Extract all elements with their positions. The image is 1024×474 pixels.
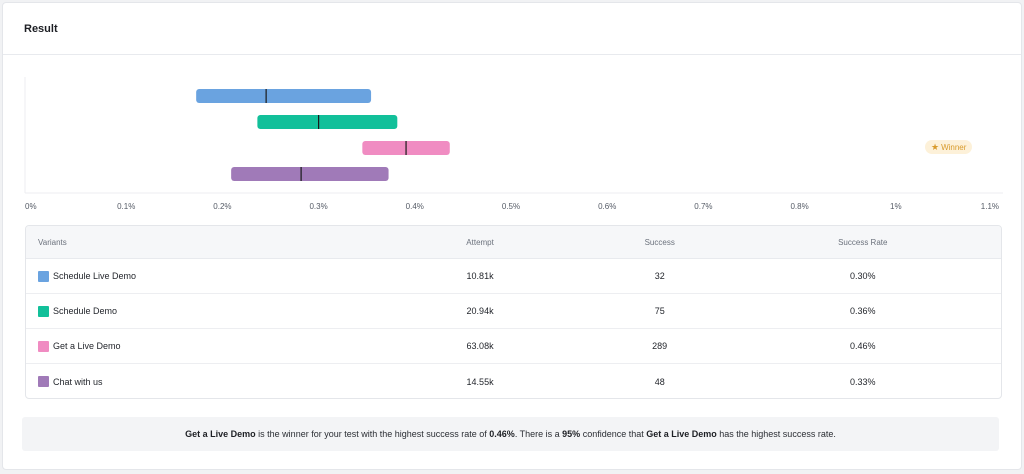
confidence-interval-chart: 0% 0.1% 0.2% 0.3% 0.4% 0.5% 0.6% 0.7% 0.8% 1% 1.1%… — [3, 55, 1023, 215]
header-attempt: Attempt — [466, 237, 494, 247]
summary-text-3: confidence that — [580, 429, 647, 439]
variant-cell: Chat with us — [26, 376, 365, 387]
variant-name: Schedule Demo — [53, 306, 118, 316]
success-rate-cell: 0.33% — [850, 376, 876, 387]
success-rate-cell: 0.36% — [850, 306, 876, 316]
card-title: Result — [24, 22, 58, 35]
variant-name: Get a Live Demo — [53, 341, 121, 351]
interval-bar — [196, 89, 372, 103]
summary-rate: 0.46% — [489, 429, 515, 439]
table-row: Get a Live Demo 63.08k 289 0.46% — [26, 329, 1001, 364]
x-tick-label: 0.2% — [213, 202, 231, 211]
summary-confidence: 95% — [562, 429, 581, 439]
success-rate-cell: 0.30% — [850, 271, 876, 281]
x-tick-label: 0.1% — [117, 202, 135, 211]
header-success: Success — [644, 237, 675, 247]
success-cell: 32 — [654, 271, 665, 281]
attempt-cell: 20.94k — [466, 306, 494, 316]
header-success-rate: Success Rate — [838, 237, 888, 247]
header-variants: Variants — [38, 237, 67, 247]
summary-winner-2: Get a Live Demo — [646, 429, 717, 439]
table-row: Chat with us 14.55k 48 0.33% — [26, 364, 1001, 398]
x-tick-label: 0.7% — [694, 202, 712, 211]
winner-label: Winner — [941, 142, 967, 152]
x-tick-label: 1% — [890, 202, 902, 211]
success-rate-cell: 0.46% — [850, 341, 876, 351]
success-cell: 289 — [652, 341, 668, 351]
chart-svg: 0% 0.1% 0.2% 0.3% 0.4% 0.5% 0.6% 0.7% 0.8% 1% 1.1% — [24, 77, 1003, 211]
card-header: Result — [3, 3, 1021, 55]
variant-cell: Get a Live Demo — [26, 340, 365, 352]
attempt-cell: 10.81k — [466, 271, 494, 281]
variant-cell: Schedule Live Demo — [26, 270, 365, 282]
attempt-cell: 63.08k — [466, 341, 494, 351]
x-tick-label: 0% — [25, 202, 37, 211]
variants-table: Variants Attempt Success Success Rate Sc… — [25, 225, 1002, 399]
winner-badge: ★ Winner — [925, 140, 973, 154]
summary-text-4: has the highest success rate. — [716, 429, 836, 439]
x-tick-label: 0.6% — [598, 202, 616, 211]
variant-color-swatch — [38, 340, 49, 352]
x-tick-label: 0.5% — [502, 202, 520, 211]
variant-cell: Schedule Demo — [26, 305, 365, 317]
variant-color-swatch — [38, 270, 49, 282]
x-tick-label: 0.8% — [790, 202, 808, 211]
table-header: Variants Attempt Success Success Rate — [26, 226, 1001, 259]
x-tick-label: 1.1% — [981, 202, 999, 211]
success-cell: 75 — [654, 306, 665, 316]
attempt-cell: 14.55k — [466, 376, 494, 387]
interval-bar — [257, 115, 398, 129]
variant-name: Chat with us — [53, 376, 103, 387]
star-icon: ★ — [931, 141, 940, 152]
interval-bar — [231, 167, 389, 181]
summary-winner: Get a Live Demo — [185, 429, 256, 439]
x-tick-label: 0.4% — [406, 202, 424, 211]
result-summary: Get a Live Demo is the winner for your t… — [22, 417, 999, 451]
variant-color-swatch — [38, 376, 49, 387]
summary-text-1: is the winner for your test with the hig… — [255, 429, 490, 439]
x-tick-label: 0.3% — [309, 202, 327, 211]
variant-color-swatch — [38, 305, 49, 317]
table-row: Schedule Live Demo 10.81k 32 0.30% — [26, 259, 1001, 294]
success-cell: 48 — [654, 376, 665, 387]
summary-text-2: . There is a — [514, 429, 563, 439]
table-row: Schedule Demo 20.94k 75 0.36% — [26, 294, 1001, 329]
table-body: Schedule Live Demo 10.81k 32 0.30% Sched… — [26, 259, 1001, 398]
variant-name: Schedule Live Demo — [53, 271, 137, 281]
